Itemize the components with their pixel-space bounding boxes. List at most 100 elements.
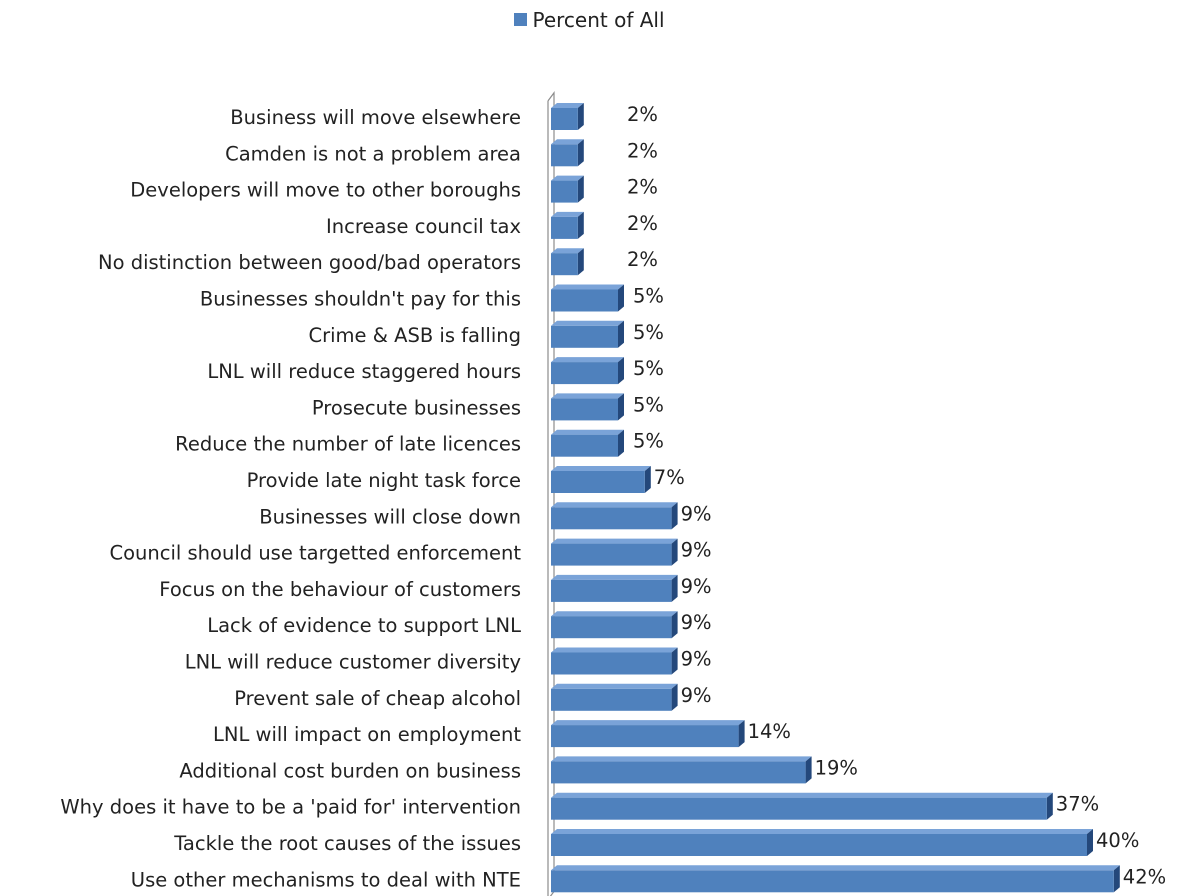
legend-label: Percent of All xyxy=(532,8,665,32)
category-label: Prosecute businesses xyxy=(312,396,521,419)
bar xyxy=(551,725,739,748)
category-label: Crime & ASB is falling xyxy=(308,324,521,347)
bar-top xyxy=(551,139,584,145)
legend-swatch xyxy=(514,13,528,26)
bar xyxy=(551,688,672,711)
bar xyxy=(551,797,1047,820)
bar xyxy=(551,108,578,130)
bar-top xyxy=(551,756,812,762)
bar-top xyxy=(551,792,1053,798)
bar-top xyxy=(551,720,745,726)
bar xyxy=(551,471,645,493)
bar-side xyxy=(577,103,584,130)
category-label: Focus on the behaviour of customers xyxy=(159,578,521,601)
data-label: 5% xyxy=(633,393,664,416)
category-label: LNL will reduce customer diversity xyxy=(185,651,521,674)
bar-top xyxy=(551,103,584,108)
bar xyxy=(551,652,672,675)
bar-side xyxy=(1046,792,1053,820)
bar-top xyxy=(551,429,624,435)
bar-top xyxy=(551,357,624,363)
bar xyxy=(551,362,618,385)
bar xyxy=(551,616,672,639)
bar-side xyxy=(577,139,584,167)
bar xyxy=(551,579,672,602)
data-label: 2% xyxy=(627,212,658,235)
bar xyxy=(551,434,618,457)
bar-top xyxy=(551,466,651,471)
category-label: Council should use targetted enforcement xyxy=(110,542,522,565)
category-label: Prevent sale of cheap alcohol xyxy=(234,687,521,710)
bar-side xyxy=(618,357,624,385)
category-label: No distinction between good/bad operator… xyxy=(98,251,521,274)
data-label: 2% xyxy=(627,139,658,162)
category-label: Increase council tax xyxy=(326,215,521,238)
bar xyxy=(551,543,672,566)
bar-side xyxy=(618,393,624,421)
category-label: Lack of evidence to support LNL xyxy=(207,614,521,637)
bar-side xyxy=(805,756,812,784)
category-label: Developers will move to other boroughs xyxy=(130,179,521,202)
data-label: 37% xyxy=(1056,793,1099,816)
data-label: 5% xyxy=(633,321,664,344)
category-label: Camden is not a problem area xyxy=(225,142,521,165)
category-label: LNL will reduce staggered hours xyxy=(207,360,521,383)
bar-side xyxy=(618,284,624,312)
bar-side xyxy=(577,248,584,276)
data-label: 9% xyxy=(681,684,712,707)
data-label: 2% xyxy=(627,248,658,271)
category-label: Businesses shouldn't pay for this xyxy=(200,288,521,311)
bar-side xyxy=(671,611,678,639)
bar xyxy=(551,761,806,784)
data-label: 9% xyxy=(681,502,712,525)
bar-side xyxy=(618,320,624,348)
data-label: 42% xyxy=(1123,865,1166,888)
data-label: 14% xyxy=(748,720,791,743)
bar xyxy=(551,325,618,348)
bar xyxy=(551,144,578,167)
bar-top xyxy=(551,574,678,580)
bar-side xyxy=(1087,829,1093,856)
bar-top xyxy=(551,175,584,181)
data-label: 5% xyxy=(633,430,664,453)
data-label: 5% xyxy=(633,285,664,308)
bar xyxy=(551,216,578,239)
bar-side xyxy=(738,720,745,748)
bar xyxy=(551,180,578,203)
bar-side xyxy=(618,429,624,457)
category-label: Why does it have to be a 'paid for' inte… xyxy=(60,796,521,819)
data-label: 5% xyxy=(633,357,664,380)
data-label: 9% xyxy=(681,539,712,562)
data-label: 9% xyxy=(681,648,712,671)
bar-side xyxy=(671,538,678,566)
bar-side xyxy=(671,574,678,602)
category-label: Businesses will close down xyxy=(259,505,521,528)
data-label: 2% xyxy=(627,176,658,199)
bar-side xyxy=(671,502,678,530)
bar xyxy=(551,253,578,276)
bar-top xyxy=(551,683,678,689)
data-label: 9% xyxy=(681,611,712,634)
bar-top xyxy=(551,284,624,290)
bar-top xyxy=(551,647,678,653)
chart-legend: Percent of All xyxy=(0,8,1179,32)
bar xyxy=(551,870,1114,893)
data-label: 40% xyxy=(1096,829,1139,852)
bar-top xyxy=(551,611,678,617)
bar-top xyxy=(551,865,1120,871)
category-label: Additional cost burden on business xyxy=(179,759,521,782)
data-label: 9% xyxy=(681,575,712,598)
bar xyxy=(551,834,1087,856)
data-label: 7% xyxy=(654,466,685,489)
data-label: 19% xyxy=(815,756,858,779)
bar-side xyxy=(671,683,678,711)
category-label: LNL will impact on employment xyxy=(213,723,521,746)
category-label: Reduce the number of late licences xyxy=(175,433,521,456)
bar-top xyxy=(551,248,584,254)
category-label: Business will move elsewhere xyxy=(230,106,521,129)
bar-side xyxy=(577,175,584,203)
bar xyxy=(551,398,618,421)
category-label: Use other mechanisms to deal with NTE xyxy=(131,868,521,891)
bar-top xyxy=(551,211,584,217)
